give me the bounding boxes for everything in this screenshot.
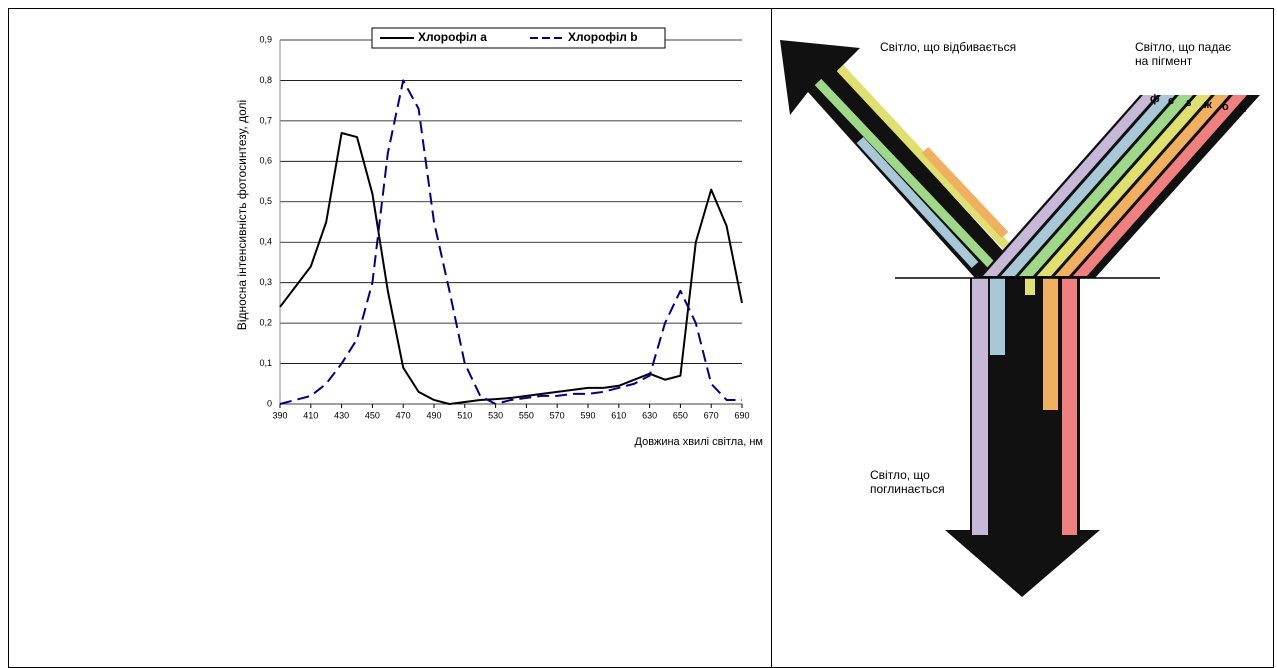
color-letter: з [1186,96,1191,110]
absorbed-head [945,530,1100,597]
diagram [0,0,1277,657]
stripe [990,278,1005,355]
stripe [1062,278,1077,535]
color-letter: ч [1240,102,1246,116]
color-letter: с [1168,94,1174,108]
incident-label: Світло, що падає на пігмент [1135,40,1245,68]
reflected-arrow [780,40,1025,278]
page: Відносна інтенсивність фотосинтезу, долі… [0,0,1277,657]
color-letter: о [1222,100,1229,114]
stripe [972,278,988,535]
reflected-label: Світло, що відбивається [880,40,1020,54]
stripe [1043,278,1058,410]
color-letter: ж [1204,98,1212,112]
stripe [818,82,998,272]
color-letter: ф [1150,92,1160,106]
absorbed-label: Світло, що поглинається [870,468,970,496]
stripe [1025,278,1035,295]
stripe [840,68,1010,250]
